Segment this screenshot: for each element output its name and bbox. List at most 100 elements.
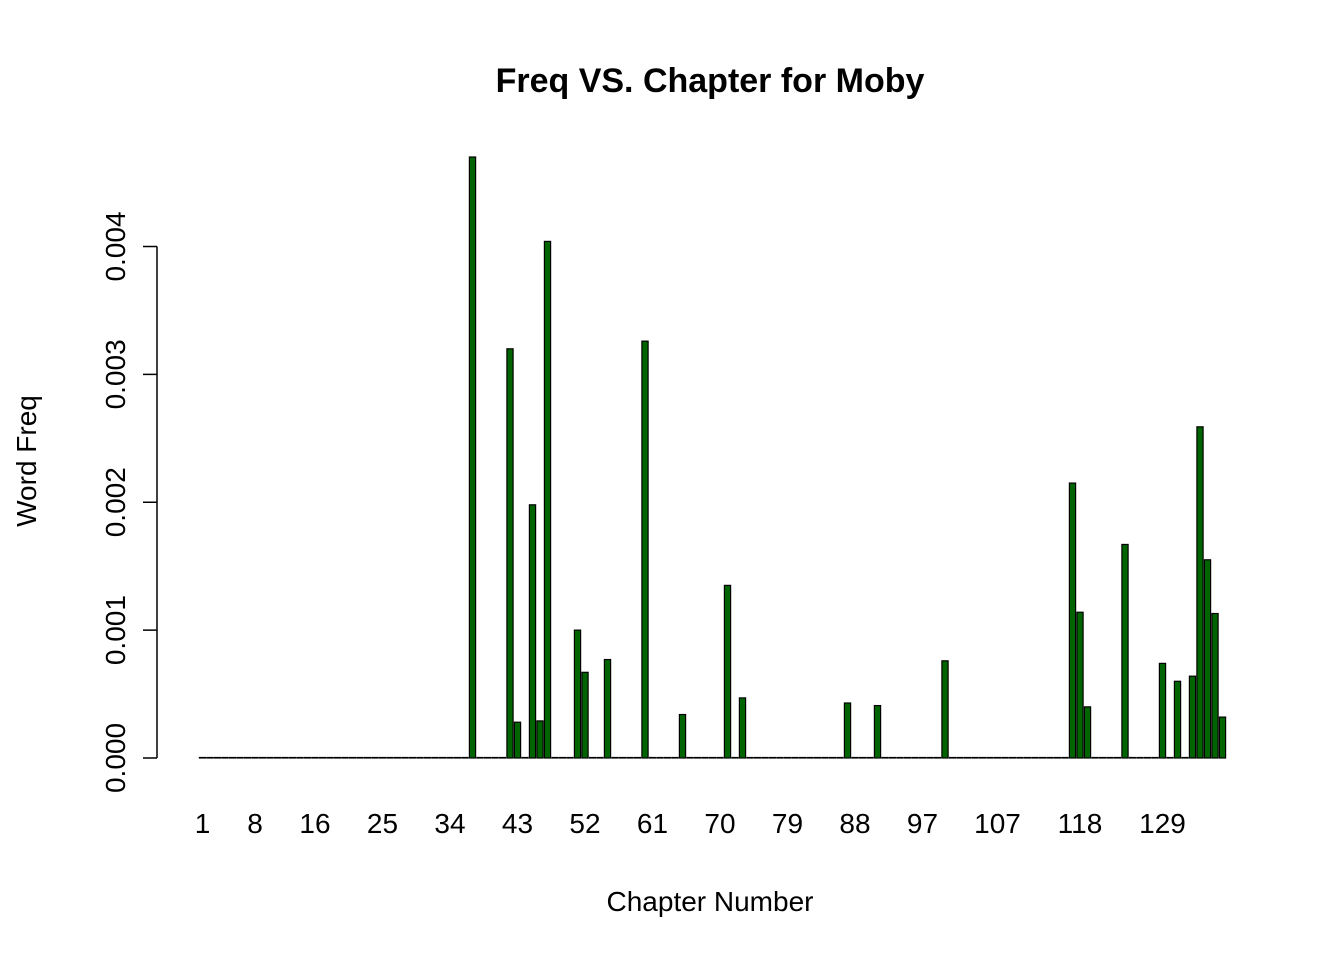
bar-chapter-92 — [881, 756, 889, 759]
bar-chapter-10 — [266, 756, 274, 759]
bar-chapter-55 — [603, 658, 612, 759]
bar-chapter-18 — [326, 756, 334, 759]
bar-chapter-97 — [918, 756, 927, 759]
bar-chapter-27 — [393, 756, 402, 759]
bar-chapter-11 — [273, 756, 282, 759]
bar-chapter-8 — [251, 756, 259, 759]
bar-chapter-60 — [641, 340, 649, 759]
y-tick-label: 0.002 — [100, 467, 131, 537]
bar-chapter-96 — [911, 756, 919, 759]
bar-chapter-80 — [791, 756, 799, 759]
bar-chapter-101 — [948, 756, 957, 759]
bar-chapter-12 — [281, 756, 289, 759]
bar-chapter-17 — [318, 756, 327, 759]
bar-chapter-43 — [513, 721, 522, 759]
x-tick-label: 43 — [502, 808, 533, 839]
bar-chapter-119 — [1083, 706, 1092, 759]
y-axis: 0.000 0.001 0.002 0.003 0.004 — [100, 211, 158, 793]
bar-chapter-2 — [206, 756, 214, 759]
bar-chapter-108 — [1001, 756, 1009, 759]
bar-chapter-68 — [701, 756, 709, 759]
bar-chapter-49 — [558, 756, 567, 759]
bar-chapter-28 — [401, 756, 409, 759]
bar-chapter-32 — [431, 756, 439, 759]
bar-chapter-128 — [1151, 756, 1159, 759]
bar-chapter-115 — [1053, 756, 1062, 759]
bar-chapter-122 — [1106, 756, 1114, 759]
bar-chapter-127 — [1143, 756, 1152, 759]
bar-chapter-64 — [671, 756, 679, 759]
bar-chapter-53 — [588, 756, 597, 759]
bar-chapter-51 — [573, 629, 582, 759]
bar-chapter-136 — [1211, 612, 1219, 759]
x-tick-label: 16 — [299, 808, 330, 839]
bar-chapter-89 — [858, 756, 867, 759]
bar-chapter-42 — [506, 348, 514, 759]
bar-chapter-37 — [468, 156, 477, 759]
bar-chapter-107 — [993, 756, 1002, 759]
bar-chapter-125 — [1128, 756, 1137, 759]
bar-chapter-106 — [986, 756, 994, 759]
bar-chapter-14 — [296, 756, 304, 759]
bar-chapter-57 — [618, 756, 627, 759]
bar-chapter-132 — [1181, 756, 1189, 759]
y-tick-label: 0.004 — [100, 211, 131, 281]
bar-chapter-39 — [483, 756, 492, 759]
bar-chapter-99 — [933, 756, 942, 759]
y-tick-label: 0.003 — [100, 339, 131, 409]
bar-chapter-35 — [453, 756, 462, 759]
bar-chapter-137 — [1218, 716, 1227, 759]
y-axis-label: Word Freq — [11, 395, 42, 527]
bar-chapter-84 — [821, 756, 829, 759]
bar-chapter-46 — [536, 720, 544, 759]
bar-chapter-77 — [768, 756, 777, 759]
bar-chapter-47 — [543, 240, 552, 759]
bar-chapter-30 — [416, 756, 424, 759]
bar-chapter-90 — [866, 756, 874, 759]
x-tick-label: 107 — [974, 808, 1021, 839]
bar-chapter-15 — [303, 756, 312, 759]
bar-chapter-61 — [648, 756, 657, 759]
x-tick-label: 88 — [839, 808, 870, 839]
bar-chapter-5 — [228, 756, 237, 759]
bar-chapter-95 — [903, 756, 912, 759]
bar-chapter-109 — [1008, 756, 1017, 759]
x-tick-label: 34 — [434, 808, 465, 839]
bar-chapter-54 — [596, 756, 604, 759]
bar-chapter-45 — [528, 504, 537, 759]
bar-chapter-134 — [1196, 426, 1204, 759]
bar-chapter-20 — [341, 756, 349, 759]
bar-chapter-104 — [971, 756, 979, 759]
bar-chapter-75 — [753, 756, 762, 759]
bar-chapter-82 — [806, 756, 814, 759]
bar-chapter-86 — [836, 756, 844, 759]
bar-chapter-63 — [663, 756, 672, 759]
bar-chapter-83 — [813, 756, 822, 759]
bar-chapter-31 — [423, 756, 432, 759]
bar-chapter-24 — [371, 756, 379, 759]
bar-chapter-26 — [386, 756, 394, 759]
bar-chapter-91 — [873, 704, 882, 759]
bar-chapter-98 — [926, 756, 934, 759]
bar-chapter-133 — [1188, 675, 1197, 759]
bar-chapter-70 — [716, 756, 724, 759]
x-tick-label: 70 — [704, 808, 735, 839]
bar-chapter-41 — [498, 756, 507, 759]
bar-chapter-69 — [708, 756, 717, 759]
bar-chapter-48 — [551, 756, 559, 759]
bar-chapter-36 — [461, 756, 469, 759]
bar-chapter-130 — [1166, 756, 1174, 759]
bar-chapter-79 — [783, 756, 792, 759]
bar-chapter-25 — [378, 756, 387, 759]
bar-chapter-67 — [693, 756, 702, 759]
bar-chapter-105 — [978, 756, 987, 759]
bar-chapter-94 — [896, 756, 904, 759]
bar-chapter-120 — [1091, 756, 1099, 759]
bar-chapter-121 — [1098, 756, 1107, 759]
x-tick-label: 118 — [1058, 808, 1103, 839]
bar-chapter-19 — [333, 756, 342, 759]
bar-chapter-7 — [243, 756, 252, 759]
bar-chapter-126 — [1136, 756, 1144, 759]
chart-title: Freq VS. Chapter for Moby — [496, 62, 925, 100]
bar-chapter-71 — [723, 584, 732, 759]
